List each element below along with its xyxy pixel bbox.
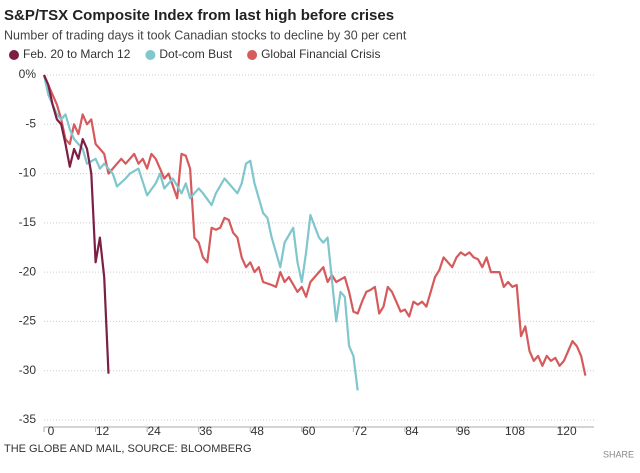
x-tick-label: 0 xyxy=(48,424,55,438)
y-tick-label: 0% xyxy=(19,67,37,81)
x-tick-label: 96 xyxy=(457,424,471,438)
x-tick-label: 72 xyxy=(354,424,368,438)
chart-subtitle: Number of trading days it took Canadian … xyxy=(4,28,407,42)
x-tick-label: 48 xyxy=(251,424,265,438)
x-tick-label: 120 xyxy=(557,424,577,438)
legend-label: Dot-com Bust xyxy=(159,47,232,61)
x-tick-label: 108 xyxy=(505,424,525,438)
series-line xyxy=(42,74,587,376)
series-line xyxy=(42,74,359,391)
y-tick-label: -15 xyxy=(19,215,37,229)
legend-label: Feb. 20 to March 12 xyxy=(23,47,131,61)
x-tick-label: 60 xyxy=(302,424,316,438)
x-tick-label: 84 xyxy=(405,424,419,438)
y-tick-label: -25 xyxy=(19,314,37,328)
legend-swatch xyxy=(9,50,19,60)
y-tick-label: -5 xyxy=(25,116,36,130)
x-tick-label: 36 xyxy=(199,424,213,438)
legend-label: Global Financial Crisis xyxy=(261,47,380,61)
legend-swatch xyxy=(145,50,156,60)
share-button[interactable]: SHARE xyxy=(603,449,634,459)
x-tick-label: 12 xyxy=(96,424,110,438)
y-tick-label: -35 xyxy=(19,412,37,426)
legend-swatch xyxy=(247,50,258,60)
source: THE GLOBE AND MAIL, SOURCE: BLOOMBERG xyxy=(4,443,252,455)
y-tick-label: -20 xyxy=(19,264,37,278)
series-line xyxy=(42,74,110,374)
chart-title: S&P/TSX Composite Index from last high b… xyxy=(4,7,394,24)
y-tick-label: -30 xyxy=(19,363,37,377)
y-tick-label: -10 xyxy=(19,166,37,180)
x-tick-label: 24 xyxy=(147,424,161,438)
